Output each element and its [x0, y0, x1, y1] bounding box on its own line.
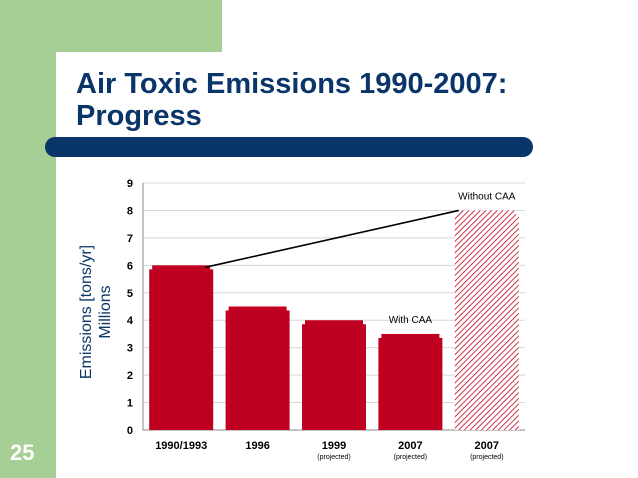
x-tick-label: 1999	[322, 440, 346, 452]
title-divider	[45, 137, 533, 157]
x-tick-sublabel: (projected)	[317, 454, 350, 461]
top-band	[56, 0, 222, 52]
title-line-2: Progress	[76, 100, 202, 132]
bar-cap	[381, 333, 440, 340]
y-tick-label: 9	[127, 178, 133, 190]
bar	[454, 214, 519, 430]
bar-cap	[228, 306, 287, 313]
slide-title: Air Toxic Emissions 1990-2007: Progress	[76, 68, 616, 132]
x-tick-label: 2007	[398, 440, 422, 452]
y-tick-label: 0	[127, 425, 133, 437]
slide-number: 25	[10, 440, 35, 465]
y-tick-label: 6	[127, 260, 133, 272]
y-tick-label: 1	[127, 398, 133, 410]
bar-cap	[457, 210, 516, 217]
y-tick-label: 7	[127, 233, 133, 245]
annotation-label: With CAA	[389, 315, 433, 326]
bar	[225, 310, 290, 430]
x-tick-sublabel: (projected)	[394, 454, 427, 461]
y-tick-label: 5	[127, 288, 133, 300]
y-tick-label: 2	[127, 370, 133, 382]
y-tick-label: 4	[127, 315, 134, 327]
title-line-1: Air Toxic Emissions 1990-2007:	[76, 68, 508, 100]
side-band	[0, 0, 56, 478]
bar	[302, 324, 366, 430]
x-tick-label: 2007	[475, 440, 499, 452]
bar-cap	[152, 265, 211, 272]
bar	[378, 337, 443, 430]
x-tick-sublabel: (projected)	[470, 454, 503, 461]
y-tick-label: 3	[127, 343, 133, 355]
bar	[149, 269, 214, 430]
x-tick-label: 1990/1993	[155, 440, 207, 452]
trend-line	[205, 209, 459, 269]
y-tick-label: 8	[127, 205, 133, 217]
x-tick-label: 1996	[245, 440, 269, 452]
annotation-label: Without CAA	[458, 191, 516, 202]
bar-cap	[305, 320, 363, 327]
